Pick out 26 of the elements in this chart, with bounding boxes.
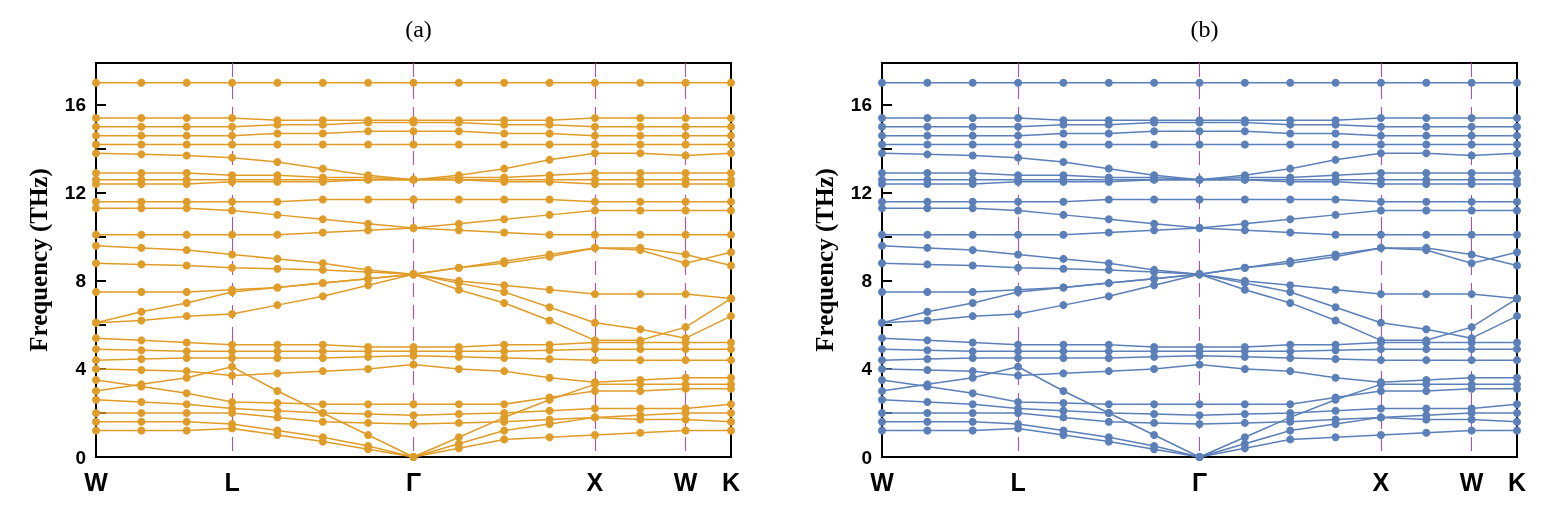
x-tick-label: L (224, 467, 240, 496)
y-tick-label: 8 (861, 270, 872, 292)
y-tick-label: 16 (850, 94, 872, 116)
y-tick-label: 16 (64, 94, 86, 116)
y-tick-label: 0 (75, 446, 86, 468)
x-tick-label: W (84, 467, 109, 496)
x-tick-label: W (1459, 467, 1484, 496)
y-axis-title: Frequency (THz) (25, 168, 53, 352)
y-tick-label: 4 (861, 358, 873, 380)
y-axis-title: Frequency (THz) (811, 168, 839, 352)
y-tick-label: 4 (75, 358, 87, 380)
x-tick-label: W (870, 467, 895, 496)
x-tick-label: L (1010, 467, 1026, 496)
x-tick-label: X (1372, 467, 1390, 496)
y-tick-label: 12 (850, 182, 872, 204)
chart-title: (a) (405, 16, 432, 42)
x-tick-label: K (1507, 467, 1527, 496)
chart-title: (b) (1190, 16, 1219, 42)
y-tick-label: 0 (861, 446, 872, 468)
y-tick-label: 8 (75, 270, 86, 292)
x-tick-label: Γ (1191, 467, 1208, 496)
x-tick-label: X (586, 467, 604, 496)
x-tick-label: W (673, 467, 698, 496)
x-tick-label: Γ (405, 467, 422, 496)
y-tick-label: 12 (64, 182, 86, 204)
x-tick-label: K (721, 467, 741, 496)
